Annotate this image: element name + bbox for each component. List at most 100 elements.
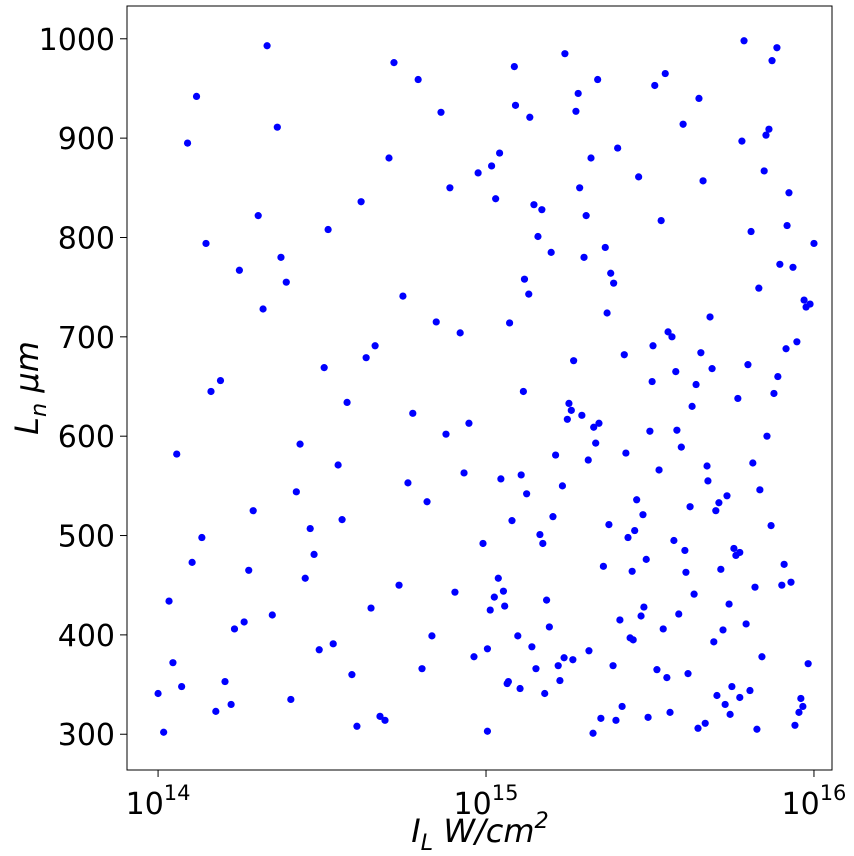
point bbox=[367, 604, 375, 612]
point bbox=[541, 689, 549, 698]
point bbox=[501, 602, 509, 610]
point bbox=[362, 354, 370, 362]
point bbox=[793, 338, 801, 346]
point bbox=[605, 521, 613, 529]
point bbox=[594, 75, 602, 84]
point bbox=[799, 702, 807, 711]
point bbox=[343, 398, 351, 407]
point bbox=[624, 533, 632, 542]
point bbox=[263, 42, 271, 50]
point bbox=[659, 625, 667, 633]
point bbox=[612, 716, 620, 724]
point bbox=[483, 645, 492, 653]
point bbox=[423, 498, 431, 506]
point bbox=[371, 342, 379, 350]
axes-frame bbox=[126, 5, 833, 771]
point bbox=[640, 603, 648, 611]
point bbox=[348, 671, 356, 679]
point bbox=[525, 290, 533, 298]
point bbox=[442, 430, 450, 438]
point bbox=[173, 450, 181, 458]
point bbox=[569, 656, 577, 664]
point bbox=[574, 89, 582, 98]
point bbox=[795, 708, 803, 716]
point bbox=[488, 162, 496, 170]
point bbox=[390, 59, 398, 67]
point bbox=[516, 684, 524, 693]
point bbox=[556, 676, 564, 685]
point bbox=[240, 618, 248, 626]
point bbox=[414, 75, 422, 84]
point bbox=[287, 695, 295, 704]
point bbox=[810, 239, 818, 248]
point bbox=[682, 568, 690, 576]
point bbox=[664, 328, 672, 336]
point bbox=[756, 486, 764, 494]
point bbox=[490, 593, 498, 601]
point bbox=[585, 647, 593, 655]
point bbox=[292, 488, 300, 496]
point bbox=[694, 724, 702, 732]
y-tick-label: 400 bbox=[58, 619, 115, 654]
point bbox=[753, 725, 761, 733]
point bbox=[301, 574, 309, 582]
point bbox=[587, 154, 595, 162]
point bbox=[715, 499, 723, 507]
point bbox=[460, 469, 468, 477]
point bbox=[558, 482, 567, 490]
point bbox=[657, 216, 665, 225]
point bbox=[486, 606, 494, 614]
point bbox=[539, 539, 547, 548]
point bbox=[747, 227, 755, 236]
point bbox=[706, 313, 714, 321]
point bbox=[268, 611, 276, 619]
y-tick-label: 600 bbox=[58, 420, 115, 455]
point bbox=[470, 653, 478, 661]
point bbox=[789, 263, 797, 271]
x-axis-label: IL W/cm2 bbox=[411, 808, 549, 856]
point bbox=[451, 588, 459, 596]
point bbox=[249, 507, 257, 515]
point bbox=[589, 729, 597, 737]
point bbox=[610, 279, 618, 287]
point bbox=[230, 625, 239, 633]
point bbox=[542, 596, 551, 604]
point bbox=[495, 149, 504, 157]
point bbox=[381, 716, 389, 724]
point bbox=[653, 666, 661, 674]
point bbox=[198, 533, 206, 542]
point bbox=[770, 389, 778, 398]
point bbox=[616, 616, 624, 624]
point bbox=[663, 674, 671, 682]
point bbox=[734, 394, 742, 403]
point bbox=[310, 550, 318, 559]
point bbox=[633, 496, 641, 504]
point bbox=[758, 653, 766, 661]
point bbox=[783, 221, 791, 230]
point bbox=[565, 399, 573, 407]
point bbox=[169, 659, 177, 667]
point bbox=[590, 423, 598, 431]
point bbox=[618, 702, 626, 711]
point bbox=[699, 177, 707, 185]
point bbox=[395, 581, 403, 589]
point bbox=[791, 721, 799, 729]
point bbox=[767, 521, 775, 530]
point bbox=[785, 189, 793, 197]
point bbox=[483, 727, 492, 735]
point bbox=[644, 713, 652, 721]
point bbox=[338, 516, 346, 524]
point bbox=[532, 665, 540, 673]
point bbox=[404, 479, 412, 487]
point bbox=[599, 562, 608, 570]
point bbox=[552, 451, 560, 459]
point bbox=[651, 81, 659, 90]
point bbox=[578, 411, 586, 419]
y-tick-label: 700 bbox=[58, 321, 115, 356]
point bbox=[547, 248, 555, 256]
point bbox=[637, 612, 645, 620]
point bbox=[708, 365, 716, 373]
point bbox=[178, 682, 186, 691]
point bbox=[690, 590, 698, 598]
